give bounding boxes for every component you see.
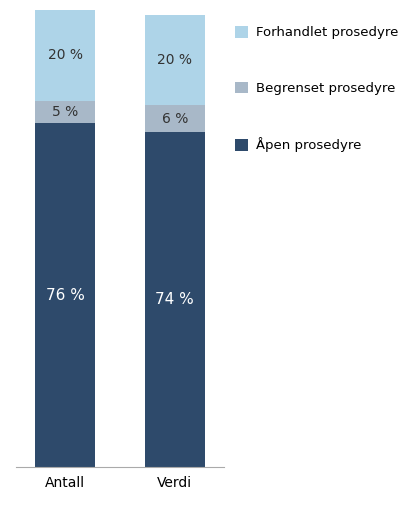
Bar	[145, 105, 205, 133]
Text: 5 %: 5 %	[52, 105, 78, 119]
Bar	[35, 123, 95, 467]
Bar	[145, 133, 205, 467]
Text: 20 %: 20 %	[157, 53, 192, 67]
Text: 20 %: 20 %	[48, 48, 83, 62]
Bar	[35, 101, 95, 123]
Bar	[35, 10, 95, 101]
Text: 74 %: 74 %	[155, 293, 194, 307]
Text: 76 %: 76 %	[46, 288, 85, 303]
Legend: Forhandlet prosedyre, Begrenset prosedyre, Åpen prosedyre: Forhandlet prosedyre, Begrenset prosedyr…	[235, 26, 398, 152]
Text: 6 %: 6 %	[162, 112, 188, 126]
Bar	[145, 15, 205, 105]
